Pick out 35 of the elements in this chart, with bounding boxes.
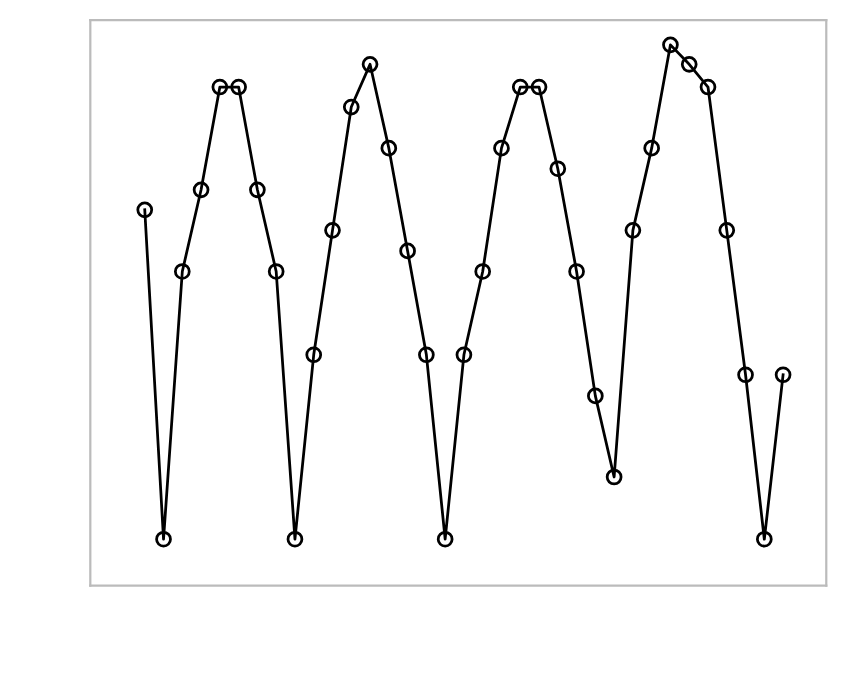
point <box>361 55 379 73</box>
point <box>624 222 642 239</box>
point <box>436 530 454 548</box>
point <box>380 139 398 157</box>
point <box>549 160 567 178</box>
point <box>605 468 623 486</box>
point <box>699 78 717 96</box>
point <box>493 139 510 157</box>
point <box>399 242 416 260</box>
point <box>511 78 529 96</box>
point <box>643 139 661 157</box>
point <box>155 530 172 548</box>
point <box>211 78 229 96</box>
point <box>173 263 191 280</box>
point <box>230 78 247 96</box>
point <box>587 387 604 405</box>
point <box>455 346 473 364</box>
point <box>662 36 679 54</box>
point <box>342 98 360 116</box>
point <box>286 530 304 548</box>
point <box>474 263 492 280</box>
point <box>324 222 341 239</box>
point <box>718 222 736 239</box>
point <box>267 263 285 280</box>
point <box>192 181 210 199</box>
point <box>774 366 792 384</box>
point <box>418 346 435 364</box>
point <box>737 366 754 384</box>
point <box>568 263 585 280</box>
point <box>136 201 154 219</box>
point <box>305 346 323 364</box>
point <box>249 181 266 199</box>
point <box>680 55 698 73</box>
point <box>755 530 773 548</box>
point <box>530 78 548 96</box>
